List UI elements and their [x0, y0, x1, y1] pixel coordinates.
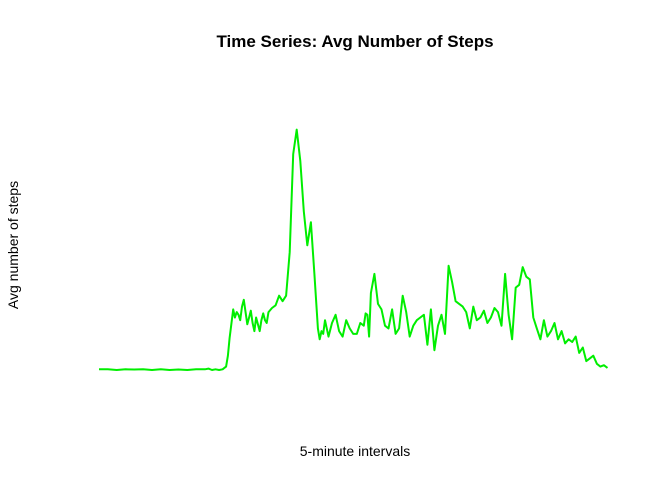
x-axis-label: 5-minute intervals — [300, 443, 411, 459]
plot-area — [99, 128, 609, 371]
series-line-1 — [99, 128, 609, 371]
y-axis-label: Avg number of steps — [5, 181, 21, 309]
chart-title: Time Series: Avg Number of Steps — [216, 32, 493, 51]
